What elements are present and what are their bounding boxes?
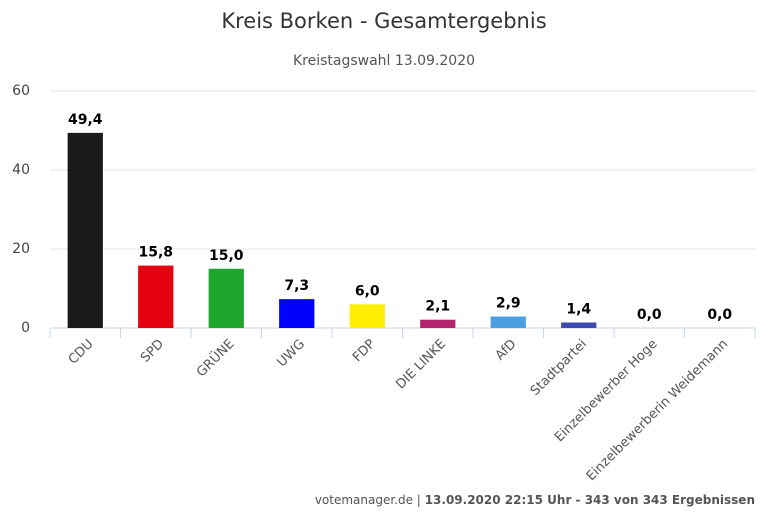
bar bbox=[349, 304, 385, 328]
footer-detail: 13.09.2020 22:15 Uhr - 343 von 343 Ergeb… bbox=[425, 493, 755, 507]
value-label: 15,8 bbox=[138, 245, 173, 261]
footer: votemanager.de | 13.09.2020 22:15 Uhr - … bbox=[315, 493, 755, 507]
x-tick-label: DIE LINKE bbox=[393, 337, 449, 393]
chart-title: Kreis Borken - Gesamtergebnis bbox=[221, 9, 546, 33]
x-tick-label: SPD bbox=[138, 337, 167, 366]
x-tick-label: AfD bbox=[493, 337, 520, 364]
y-tick-label: 0 bbox=[21, 320, 30, 336]
y-tick-label: 20 bbox=[12, 241, 30, 257]
value-label: 2,9 bbox=[496, 296, 521, 312]
x-tick-label: FDP bbox=[350, 337, 379, 366]
x-tick-label: GRÜNE bbox=[193, 335, 238, 380]
value-label: 49,4 bbox=[68, 112, 103, 128]
bar bbox=[208, 268, 244, 328]
bar bbox=[561, 322, 597, 328]
chart-subtitle: Kreistagswahl 13.09.2020 bbox=[293, 53, 475, 69]
footer-source: votemanager.de | bbox=[315, 493, 421, 507]
bar bbox=[490, 316, 526, 328]
value-label: 6,0 bbox=[355, 283, 380, 299]
value-label: 0,0 bbox=[707, 307, 732, 323]
y-tick-label: 60 bbox=[12, 83, 30, 99]
x-tick-label: UWG bbox=[274, 337, 308, 371]
value-label: 1,4 bbox=[566, 301, 591, 317]
value-label: 0,0 bbox=[637, 307, 662, 323]
bar bbox=[420, 319, 456, 328]
value-label: 7,3 bbox=[284, 278, 309, 294]
bar bbox=[138, 265, 174, 328]
bar bbox=[67, 132, 103, 328]
x-tick-label: Stadtpartei bbox=[528, 337, 590, 399]
y-tick-label: 40 bbox=[12, 162, 30, 178]
value-label: 2,1 bbox=[425, 299, 450, 315]
bar bbox=[279, 299, 315, 328]
x-tick-label: CDU bbox=[66, 337, 97, 368]
value-label: 15,0 bbox=[209, 248, 244, 264]
x-tick-label: Einzelbewerberin Weidemann bbox=[584, 337, 731, 484]
